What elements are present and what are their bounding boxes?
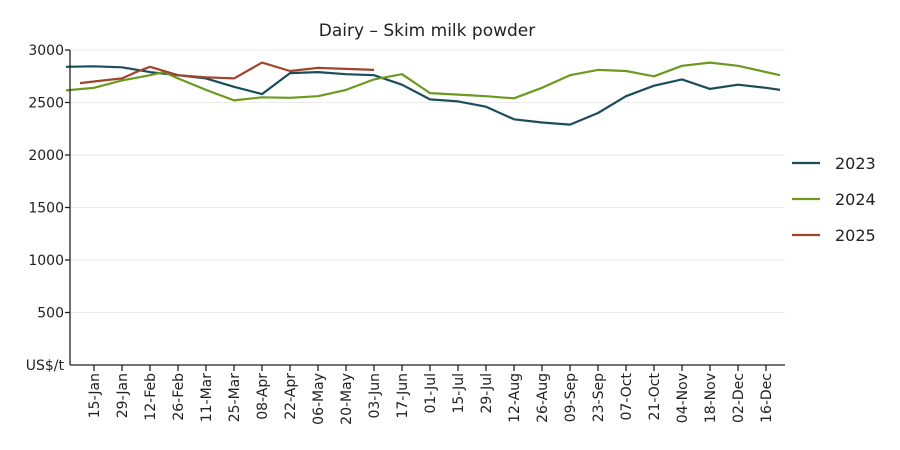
y-tick-label: 3000 bbox=[28, 43, 64, 59]
x-tick-label: 08-Apr bbox=[255, 373, 271, 420]
x-tick-label: 22-Apr bbox=[283, 373, 299, 420]
x-tick-label: 15-Jan bbox=[87, 373, 103, 418]
series-line-2024 bbox=[65, 61, 781, 102]
y-tick-label: 2500 bbox=[28, 96, 64, 112]
legend-label-2025: 2025 bbox=[835, 226, 876, 245]
y-tick-label: 1000 bbox=[28, 253, 64, 269]
x-tick-label: 26-Feb bbox=[171, 373, 187, 421]
legend-label-2023: 2023 bbox=[835, 154, 876, 173]
x-tick-label: 09-Sep bbox=[563, 373, 579, 422]
x-tick-label: 06-May bbox=[311, 373, 327, 425]
y-axis-label: US$/t bbox=[26, 358, 65, 374]
x-tick-label: 21-Oct bbox=[647, 372, 663, 420]
x-tick-label: 17-Jun bbox=[395, 373, 411, 419]
x-tick-label: 18-Nov bbox=[703, 373, 719, 423]
x-tick-label: 26-Aug bbox=[535, 373, 551, 423]
x-tick-label: 03-Jun bbox=[367, 373, 383, 419]
x-tick-label: 23-Sep bbox=[591, 373, 607, 422]
x-tick-label: 04-Nov bbox=[675, 373, 691, 423]
x-tick-label: 07-Oct bbox=[619, 372, 635, 420]
chart-title: Dairy – Skim milk powder bbox=[319, 21, 536, 41]
series-line-2025 bbox=[79, 61, 375, 85]
x-tick-label: 11-Mar bbox=[199, 373, 215, 423]
legend-label-2024: 2024 bbox=[835, 190, 876, 209]
x-tick-label: 15-Jul bbox=[451, 373, 467, 414]
x-tick-label: 12-Aug bbox=[507, 373, 523, 423]
gridlines bbox=[70, 49, 785, 313]
x-tick-label: 12-Feb bbox=[143, 373, 159, 421]
x-tick-label: 29-Jul bbox=[479, 373, 495, 414]
series-lines bbox=[65, 61, 781, 126]
x-tick-label: 29-Jan bbox=[115, 373, 131, 418]
x-tick-label: 25-Mar bbox=[227, 373, 243, 423]
x-tick-label: 20-May bbox=[339, 373, 355, 425]
y-tick-label: 1500 bbox=[28, 201, 64, 217]
x-tick-label: 01-Jul bbox=[423, 373, 439, 414]
x-axis-ticks: 15-Jan 29-Jan 12-Feb 26-Feb 11-Mar 25-Mar 08-A… bbox=[87, 365, 775, 425]
x-tick-label: 02-Dec bbox=[731, 373, 747, 423]
x-tick-label: 16-Dec bbox=[759, 373, 775, 423]
y-tick-label: 500 bbox=[37, 306, 64, 322]
y-tick-label: 2000 bbox=[28, 148, 64, 164]
legend: 2023 2024 2025 bbox=[792, 154, 876, 245]
y-axis-ticks: 500 1000 1500 2000 2500 3000 bbox=[28, 43, 70, 322]
